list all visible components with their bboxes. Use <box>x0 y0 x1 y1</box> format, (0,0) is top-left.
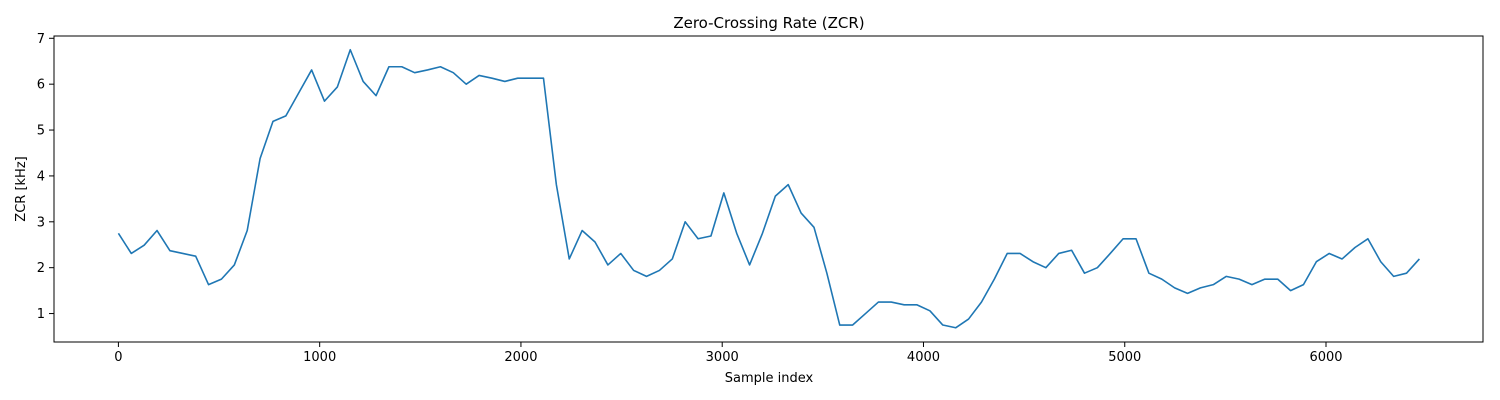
plot-frame <box>53 35 1484 343</box>
x-tick-label: 3000 <box>706 350 739 365</box>
x-tick-label: 2000 <box>504 350 537 365</box>
y-axis: 1 2 3 4 5 6 7 <box>37 32 54 322</box>
y-tick-label: 3 <box>37 215 45 230</box>
y-tick-label: 7 <box>37 32 45 47</box>
x-axis: 0 1000 2000 3000 4000 5000 6000 <box>114 342 1343 365</box>
zcr-series-line <box>117 48 1420 329</box>
x-tick-label: 5000 <box>1108 350 1141 365</box>
x-tick-label: 0 <box>114 350 122 365</box>
y-tick-label: 5 <box>37 124 45 139</box>
chart-title: Zero-Crossing Rate (ZCR) <box>673 14 864 32</box>
y-tick-label: 6 <box>37 78 45 93</box>
x-tick-label: 4000 <box>907 350 940 365</box>
x-tick-label: 6000 <box>1309 350 1342 365</box>
y-tick-label: 1 <box>37 307 45 322</box>
plot-area <box>54 36 1483 342</box>
y-axis-label: ZCR [kHz] <box>14 156 29 221</box>
x-tick-label: 1000 <box>303 350 336 365</box>
y-tick-label: 4 <box>37 169 45 184</box>
y-tick-label: 2 <box>37 261 45 276</box>
x-axis-label: Sample index <box>725 371 814 386</box>
